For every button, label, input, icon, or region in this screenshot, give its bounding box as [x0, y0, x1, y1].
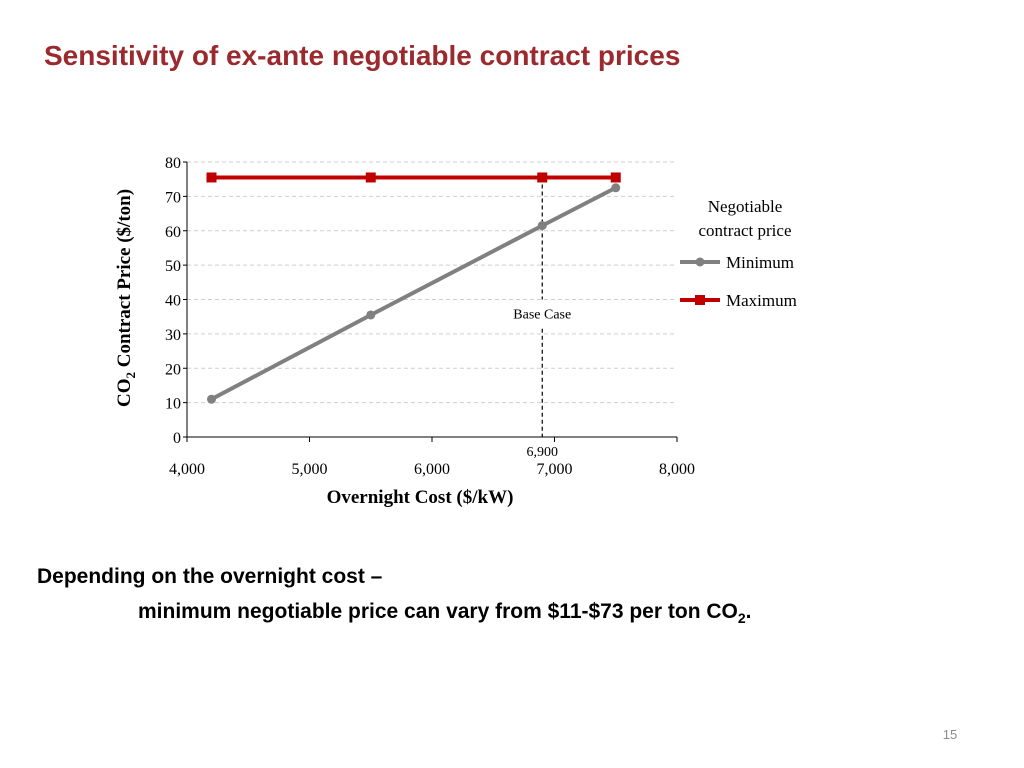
point-maximum — [610, 172, 621, 183]
legend-title-line1: Negotiable — [708, 197, 783, 216]
point-maximum — [206, 172, 217, 183]
y-axis-label: CO2 Contract Price ($/ton) — [114, 189, 138, 407]
data-series — [206, 172, 621, 404]
point-maximum — [365, 172, 376, 183]
body-line-2-main: minimum negotiable price can vary from $… — [138, 600, 738, 623]
y-axis-label-rest: Contract Price ($/ton) — [114, 189, 135, 372]
legend-title-line2: contract price — [699, 221, 792, 240]
x-tick-label: 7,000 — [537, 461, 573, 478]
line-chart: 0 10 20 30 40 50 60 70 80 4,000 5,000 6,000 7,000 8,… — [114, 155, 797, 508]
y-tick-label: 70 — [165, 189, 181, 206]
y-tick-label: 50 — [165, 258, 181, 275]
x-tick-label: 5,000 — [292, 461, 328, 478]
legend-marker-minimum — [695, 257, 705, 267]
point-minimum — [366, 310, 376, 320]
body-line-2-subscript: 2 — [737, 610, 746, 627]
base-case-label: Base Case — [513, 307, 571, 322]
y-tick-label: 60 — [165, 224, 181, 241]
x-tick-labels: 4,000 5,000 6,000 7,000 8,000 — [169, 461, 695, 478]
x-tick-label: 8,000 — [659, 461, 695, 478]
legend: Negotiable contract price Minimum Maximum — [680, 197, 797, 310]
point-minimum — [611, 183, 621, 193]
point-maximum — [537, 172, 548, 183]
y-tick-label: 80 — [165, 155, 181, 172]
base-case-x-label: 6,900 — [527, 445, 559, 460]
point-minimum — [537, 221, 547, 231]
body-line-2-end: . — [745, 600, 752, 623]
page-number: 15 — [942, 727, 958, 742]
body-line-1: Depending on the overnight cost – — [37, 565, 383, 588]
x-axis-label: Overnight Cost ($/kW) — [327, 487, 514, 508]
y-tick-label: 20 — [165, 361, 181, 378]
base-case-annotation: Base Case 6,900 — [513, 177, 571, 460]
legend-label-minimum: Minimum — [726, 253, 794, 272]
y-axis-label-prefix: CO — [114, 379, 135, 408]
y-tick-labels: 0 10 20 30 40 50 60 70 80 — [165, 155, 181, 447]
legend-marker-maximum — [695, 295, 705, 305]
series-line-minimum — [210, 186, 617, 401]
y-tick-label: 10 — [165, 396, 181, 413]
slide-title: Sensitivity of ex-ante negotiable contra… — [44, 40, 681, 71]
y-tick-label: 0 — [173, 430, 181, 447]
x-tick-label: 4,000 — [169, 461, 205, 478]
body-line-2: minimum negotiable price can vary from $… — [138, 600, 752, 626]
y-tick-label: 30 — [165, 327, 181, 344]
x-tick-label: 6,000 — [414, 461, 450, 478]
axes — [183, 161, 678, 442]
legend-label-maximum: Maximum — [726, 291, 797, 310]
y-axis-label-subscript: 2 — [123, 372, 138, 379]
y-tick-label: 40 — [165, 293, 181, 310]
point-minimum — [207, 394, 216, 404]
